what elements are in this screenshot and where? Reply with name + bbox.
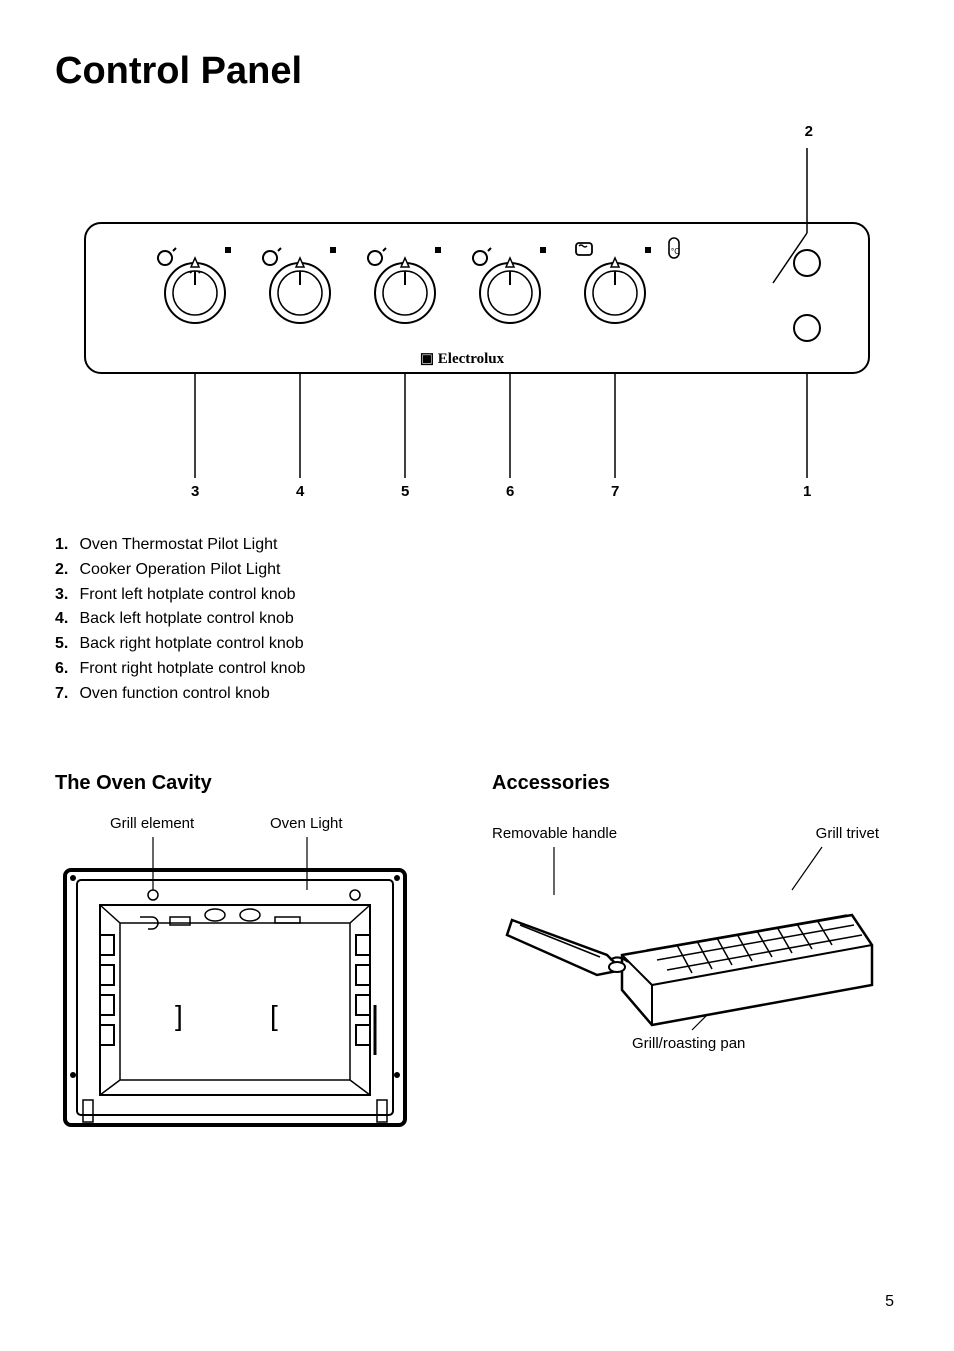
legend-num: 7.	[55, 682, 75, 707]
label-removable-handle: Removable handle	[492, 825, 617, 842]
legend-text: Cooker Operation Pilot Light	[79, 561, 280, 578]
label-grill-trivet: Grill trivet	[816, 825, 879, 842]
callout-3: 3	[191, 483, 199, 500]
legend-text: Oven Thermostat Pilot Light	[79, 536, 277, 553]
callout-7: 7	[611, 483, 619, 500]
page-title: Control Panel	[55, 50, 899, 93]
svg-text:°C: °C	[671, 247, 680, 256]
oven-cavity-heading: The Oven Cavity	[55, 772, 462, 795]
legend-num: 4.	[55, 607, 75, 632]
callout-6: 6	[506, 483, 514, 500]
legend-item: 7. Oven function control knob	[55, 682, 899, 707]
oven-svg: ] [	[55, 815, 415, 1145]
control-panel-svg: ▣ Electrolux	[55, 123, 899, 513]
legend-num: 3.	[55, 583, 75, 608]
legend-item: 2. Cooker Operation Pilot Light	[55, 558, 899, 583]
svg-text:[: [	[270, 1000, 278, 1031]
accessories-diagram: Removable handle Grill trivet Grill/roas…	[492, 825, 899, 1125]
legend-text: Back left hotplate control knob	[79, 610, 293, 627]
legend-num: 6.	[55, 657, 75, 682]
oven-cavity-diagram: Grill element Oven Light	[55, 815, 462, 1145]
svg-text:▣ Electrolux: ▣ Electrolux	[420, 351, 505, 367]
legend-item: 5. Back right hotplate control knob	[55, 632, 899, 657]
legend-item: 3. Front left hotplate control knob	[55, 583, 899, 608]
legend-text: Oven function control knob	[79, 685, 269, 702]
legend-text: Front left hotplate control knob	[79, 586, 295, 603]
legend-num: 2.	[55, 558, 75, 583]
legend-text: Front right hotplate control knob	[79, 660, 305, 677]
legend-item: 4. Back left hotplate control knob	[55, 607, 899, 632]
svg-text:]: ]	[175, 1000, 183, 1031]
legend-list: 1. Oven Thermostat Pilot Light 2. Cooker…	[55, 533, 899, 707]
callout-5: 5	[401, 483, 409, 500]
label-oven-light: Oven Light	[270, 815, 343, 832]
legend-num: 1.	[55, 533, 75, 558]
legend-item: 1. Oven Thermostat Pilot Light	[55, 533, 899, 558]
callout-4: 4	[296, 483, 304, 500]
legend-num: 5.	[55, 632, 75, 657]
legend-text: Back right hotplate control knob	[79, 635, 303, 652]
label-grill-pan: Grill/roasting pan	[632, 1035, 745, 1052]
control-panel-diagram: 2 ▣ Electrolux	[55, 123, 899, 513]
page-number: 5	[885, 1293, 894, 1311]
label-grill-element: Grill element	[110, 815, 194, 832]
legend-item: 6. Front right hotplate control knob	[55, 657, 899, 682]
callout-1: 1	[803, 483, 811, 500]
accessories-heading: Accessories	[492, 772, 899, 795]
